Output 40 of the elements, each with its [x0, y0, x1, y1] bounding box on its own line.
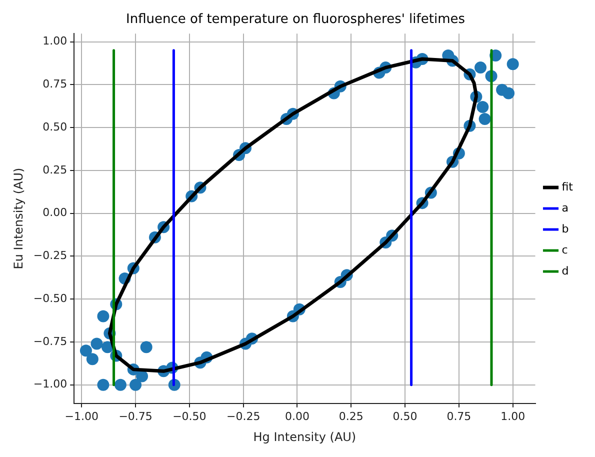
- legend-label: fit: [562, 180, 574, 194]
- y-tick-label: 0.50: [42, 120, 68, 134]
- y-tick-label: 0.75: [42, 78, 68, 91]
- y-tick-label: 0.00: [42, 206, 68, 220]
- y-tick-label: 0.25: [42, 163, 68, 176]
- point: [114, 378, 126, 391]
- legend-label: d: [562, 264, 569, 278]
- point: [476, 101, 489, 114]
- point: [97, 310, 110, 322]
- y-tick-label: −0.25: [33, 249, 68, 262]
- point: [478, 113, 491, 126]
- point: [136, 370, 148, 382]
- point: [506, 58, 519, 70]
- legend-label: b: [562, 222, 569, 236]
- x-tick-label: 0.00: [284, 410, 310, 423]
- y-tick-label: −1.00: [33, 378, 68, 391]
- point: [86, 353, 98, 366]
- point: [474, 62, 486, 74]
- y-tick-label: 1.00: [42, 34, 68, 48]
- x-tick-label: 0.50: [392, 410, 418, 423]
- y-tick-label: −0.75: [33, 334, 68, 348]
- y-axis-title: Eu Intensity (AU): [11, 168, 26, 270]
- x-tick-label: −0.75: [118, 410, 152, 423]
- x-axis-title: Hg Intensity (AU): [253, 430, 356, 444]
- point: [130, 378, 142, 391]
- x-tick-label: 0.25: [338, 410, 364, 423]
- point: [90, 338, 103, 350]
- point: [140, 341, 152, 354]
- point: [502, 87, 515, 100]
- x-tick-label: −1.00: [64, 410, 99, 423]
- x-tick-label: −0.25: [226, 410, 260, 423]
- x-tick-label: 1.00: [500, 410, 526, 423]
- point: [80, 344, 92, 357]
- point: [97, 378, 110, 391]
- x-tick-label: 0.75: [446, 410, 472, 423]
- chart-title: Influence of temperature on fluorospheres' lifetimes: [126, 12, 466, 28]
- x-tick-label: −0.50: [172, 410, 206, 423]
- y-tick-label: −0.50: [33, 292, 68, 305]
- legend-label: c: [562, 243, 568, 256]
- legend-label: a: [562, 201, 569, 214]
